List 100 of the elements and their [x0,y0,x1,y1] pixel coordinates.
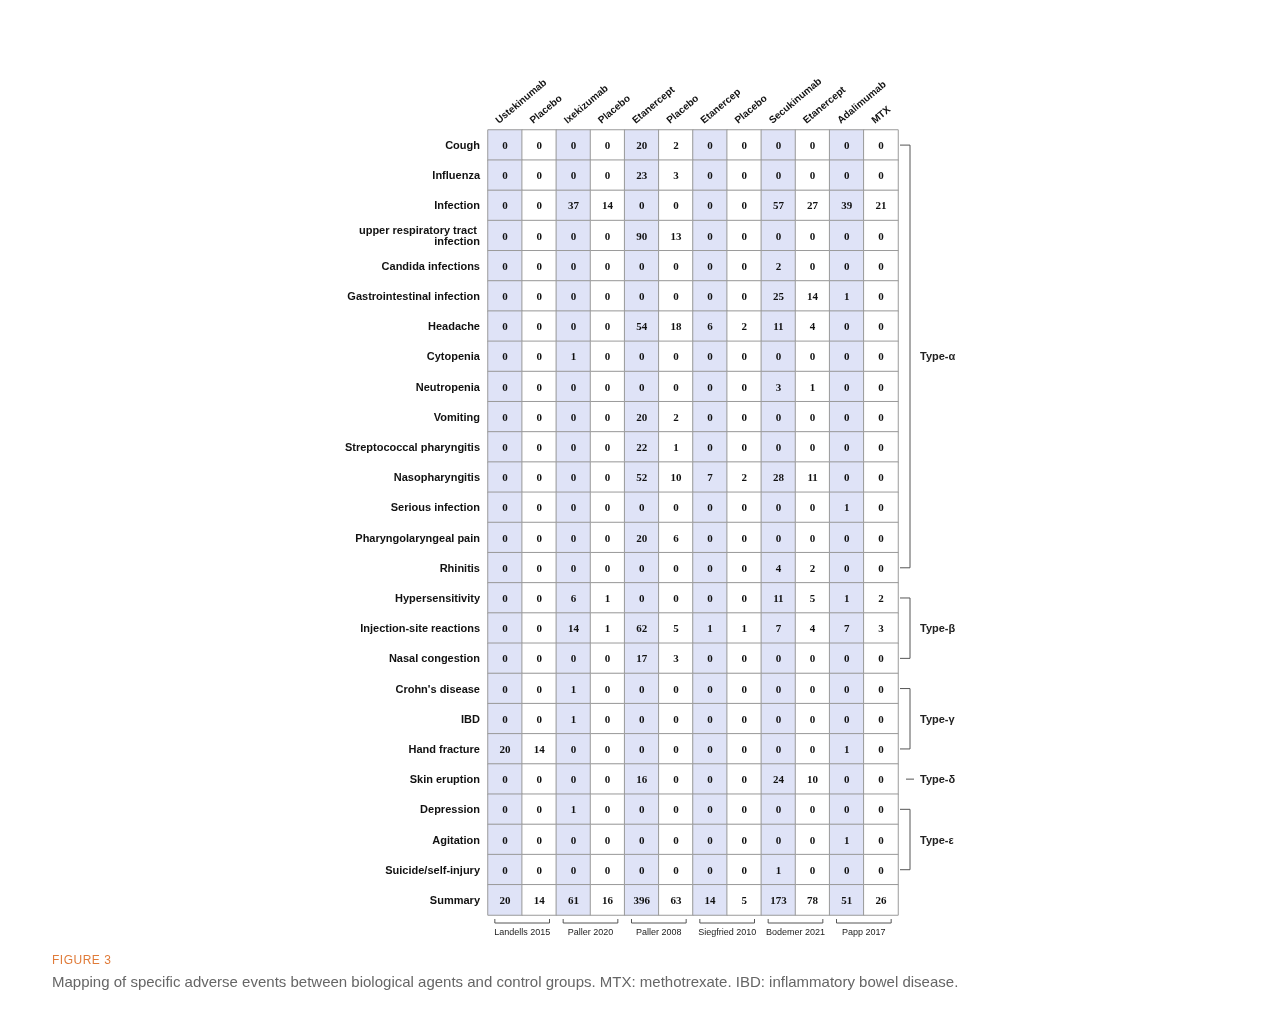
data-label: 0 [673,501,680,514]
data-label: 0 [502,803,509,816]
data-label: 0 [502,410,509,423]
data-label: 28 [772,471,785,484]
data-label: 0 [604,652,611,665]
data-label: 0 [809,863,816,876]
data-label: 0 [536,501,543,514]
data-label: 39 [841,199,853,212]
data-label: 0 [707,742,714,755]
data-label: 0 [604,410,611,423]
data-label: 0 [502,561,509,574]
data-label: 0 [570,833,577,846]
data-label: 0 [775,833,782,846]
data-label: 0 [878,773,885,786]
data-label: 0 [707,591,714,604]
data-label: 0 [536,652,543,665]
data-label: 0 [707,139,714,152]
data-label: 0 [707,682,714,695]
data-label: 0 [878,471,885,484]
data-label: 2 [775,259,782,272]
data-label: 0 [878,682,885,695]
data-label: 0 [844,139,850,152]
text: Bodemer 2021 [765,927,826,937]
data-label: 0 [878,712,885,725]
data-label: 0 [878,441,885,454]
data-label: 0 [536,199,543,212]
data-label: 0 [878,380,885,393]
data-label: 0 [536,380,543,393]
data-label: 0 [570,773,577,786]
data-label: 0 [502,712,509,725]
data-label: 17 [636,652,648,665]
data-label: 2 [673,410,680,423]
data-label: 5 [809,591,816,604]
data-label: 4 [809,320,816,333]
data-label: 6 [570,591,577,604]
data-label: 0 [707,169,714,182]
data-label: 0 [844,531,850,544]
data-label: 0 [639,682,645,695]
data-label: 0 [844,682,850,695]
data-label: 0 [707,199,714,212]
data-label: 0 [809,410,816,423]
data-label: 0 [741,441,748,454]
data-label: 0 [639,591,645,604]
data-label: 0 [809,501,816,514]
data-label: 0 [809,652,816,665]
data-label: 0 [639,290,645,303]
data-label: 0 [775,410,782,423]
data-label: 16 [602,893,614,906]
y-tick-label: IBD [461,712,481,725]
data-label: 0 [536,833,543,846]
data-label: 0 [639,712,645,725]
data-label: 0 [673,199,680,212]
y-tick-label: Influenza [432,169,481,182]
y-tick-label: Hand fracture [408,742,480,755]
data-label: 25 [772,290,785,303]
data-label: 0 [502,622,509,635]
data-label: 21 [875,199,887,212]
data-label: 1 [707,622,713,635]
data-label: 173 [770,893,788,906]
y-tick-label: Vomiting [433,410,480,423]
data-label: 0 [844,380,850,393]
data-label: 0 [878,742,885,755]
data-label: 0 [536,229,543,242]
data-label: 0 [707,712,714,725]
data-label: 0 [844,259,850,272]
data-label: 0 [536,471,543,484]
data-label: 14 [602,199,614,212]
y-tick-label: Neutropenia [415,380,481,393]
data-label: 0 [604,561,611,574]
data-label: 0 [639,833,645,846]
data-label: 0 [707,501,714,514]
data-label: 78 [807,893,819,906]
data-label: 0 [639,803,645,816]
y-tick-label: Suicide/self-injury [385,863,481,876]
data-label: 90 [636,229,648,242]
data-label: 0 [775,531,782,544]
data-label: 0 [570,501,577,514]
data-label: 0 [775,652,782,665]
data-label: 0 [570,652,577,665]
data-label: 0 [639,199,645,212]
data-label: 0 [570,742,577,755]
data-label: 0 [673,591,680,604]
data-label: 0 [673,803,680,816]
data-label: 1 [570,803,577,816]
data-label: 0 [639,380,645,393]
data-label: 0 [809,229,816,242]
data-label: 0 [775,350,782,363]
data-label: 4 [809,622,816,635]
data-label: 0 [707,410,714,423]
data-label: 0 [775,139,782,152]
data-label: 0 [775,501,782,514]
data-label: 7 [707,471,714,484]
data-label: 0 [604,259,611,272]
data-label: 2 [673,139,680,152]
y2-tick-label: Type-δ [920,773,956,786]
data-label: 51 [841,893,853,906]
data-label: 0 [639,350,645,363]
data-label: 1 [604,591,611,604]
data-label: 2 [741,471,748,484]
y2-tick-label: Type-α [920,350,956,363]
